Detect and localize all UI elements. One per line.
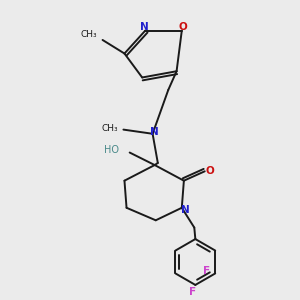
Text: F: F (189, 287, 196, 297)
Text: CH₃: CH₃ (102, 124, 118, 133)
Text: N: N (140, 22, 148, 32)
Text: N: N (150, 127, 159, 137)
Text: O: O (178, 22, 187, 32)
Text: HO: HO (104, 146, 119, 155)
Text: F: F (203, 266, 210, 276)
Text: O: O (206, 166, 214, 176)
Text: CH₃: CH₃ (81, 30, 98, 39)
Text: N: N (181, 205, 189, 215)
